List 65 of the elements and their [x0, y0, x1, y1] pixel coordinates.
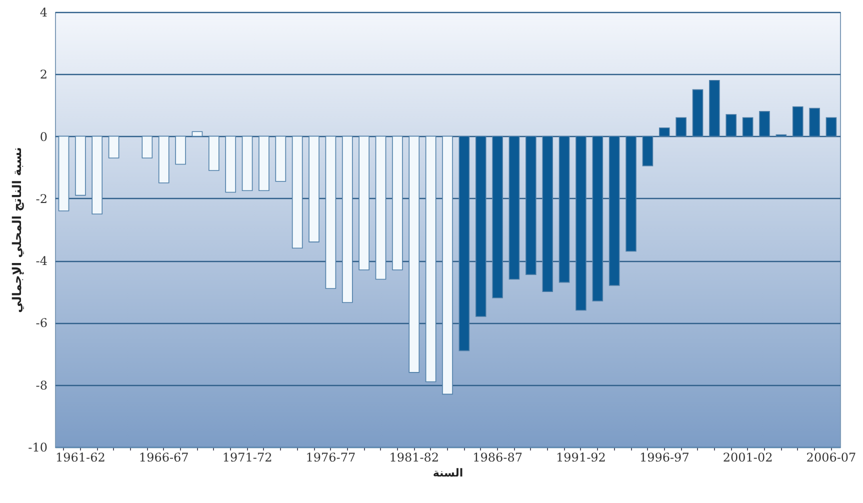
- bar: [626, 136, 636, 252]
- bar: [225, 136, 236, 193]
- bar: [425, 136, 436, 382]
- bar: [809, 108, 820, 137]
- x-tick-label: 1996-97: [639, 450, 690, 464]
- bar: [275, 136, 286, 182]
- x-tick-label: 2006-07: [806, 450, 856, 464]
- bar: [375, 136, 386, 280]
- bar: [158, 136, 170, 184]
- bar: [75, 136, 86, 196]
- bar: [526, 136, 536, 275]
- bar: [709, 80, 720, 137]
- x-tick-label: 2001-02: [722, 450, 773, 464]
- y-tick-label: 4: [40, 6, 48, 20]
- bar: [208, 136, 220, 171]
- y-axis-title: نسبة الناتج المحلي الإجمالي: [10, 147, 24, 313]
- bar: [742, 117, 754, 137]
- bar: [458, 136, 470, 352]
- bar: [408, 136, 420, 373]
- x-tick-label: 1981-82: [389, 450, 440, 464]
- bar: [242, 136, 253, 192]
- bar: [258, 136, 270, 192]
- bar: [792, 106, 804, 137]
- y-tick-label: -4: [36, 254, 48, 268]
- bar: [142, 136, 153, 158]
- bar: [92, 136, 103, 214]
- bar: [392, 136, 403, 270]
- x-tick-label: 1966-67: [138, 450, 189, 464]
- bar: [542, 136, 554, 292]
- x-tick-label: 1991-92: [556, 450, 606, 464]
- bar: [308, 136, 320, 242]
- bar: [692, 89, 704, 137]
- bar: [475, 136, 486, 317]
- bar: [108, 136, 120, 158]
- bar: [642, 136, 654, 166]
- x-tick-label: 1986-87: [472, 450, 522, 464]
- x-tick-label: 1971-72: [222, 450, 272, 464]
- bar: [558, 136, 570, 283]
- bar: [592, 136, 604, 302]
- bar: [358, 136, 370, 270]
- x-tick-label: 1976-77: [306, 450, 356, 464]
- bar: [608, 136, 620, 286]
- x-tick-label: 1961-62: [56, 450, 106, 464]
- bar: [325, 136, 336, 289]
- bar: [759, 111, 770, 137]
- bar: [726, 114, 737, 137]
- bar: [292, 136, 303, 249]
- bar: [58, 136, 70, 212]
- bar: [192, 131, 203, 137]
- bar: [492, 136, 503, 298]
- bar: [342, 136, 353, 303]
- bar: [658, 127, 670, 137]
- bar: [676, 117, 686, 137]
- bar: [508, 136, 520, 280]
- y-tick-label: -2: [36, 192, 48, 206]
- y-tick-label: -8: [36, 378, 48, 392]
- y-tick-label: -10: [28, 440, 48, 454]
- bar: [576, 136, 586, 311]
- y-tick-label: -6: [36, 316, 48, 330]
- bar: [175, 136, 186, 165]
- bar: [826, 117, 837, 137]
- y-tick-label: 2: [40, 68, 48, 82]
- x-axis-title: السنة: [432, 466, 464, 480]
- y-tick-label: 0: [40, 130, 48, 144]
- bar: [442, 136, 453, 395]
